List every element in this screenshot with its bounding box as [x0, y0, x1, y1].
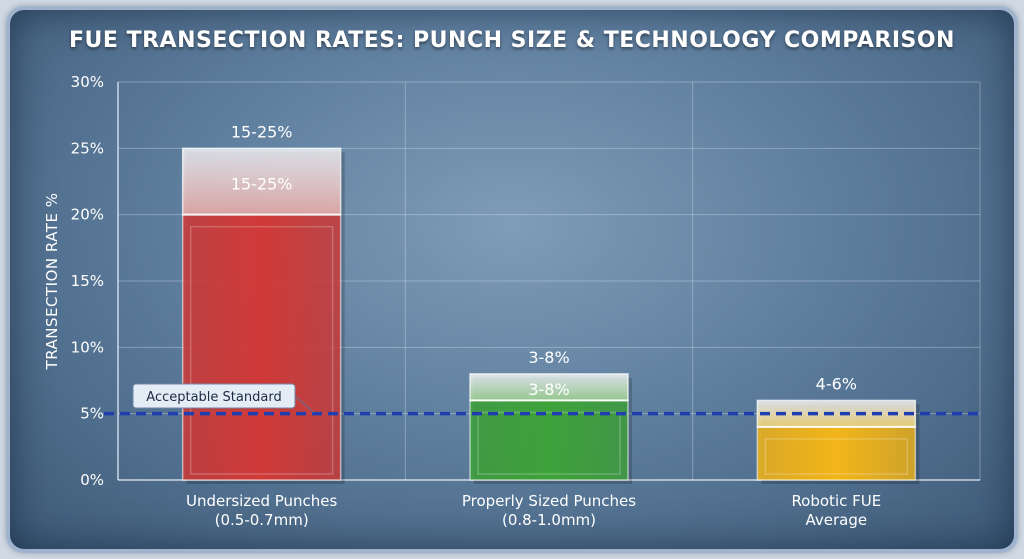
inner-data-label: 15-25%: [231, 175, 293, 194]
y-tick-label: 10%: [71, 338, 104, 356]
reference-label-box: [132, 383, 296, 409]
y-tick-label: 30%: [71, 73, 104, 91]
bar-bevel: [764, 438, 909, 475]
reference-label: Acceptable Standard: [146, 390, 281, 405]
y-tick-label: 25%: [71, 139, 104, 157]
bar: [756, 426, 917, 481]
labels: 15-25% 15-25% Undersized Punches(0.5-0.7mm…: [186, 122, 881, 529]
y-tick-label: 5%: [80, 405, 104, 423]
y-tick-label: 0%: [80, 471, 104, 489]
y-tick-label: 15%: [71, 272, 104, 290]
data-label: 3-8%: [528, 348, 569, 367]
x-category-label: (0.8-1.0mm): [502, 511, 596, 529]
x-category-label: Undersized Punches: [186, 492, 338, 510]
bars: [181, 147, 920, 485]
inner-data-label: 3-8%: [528, 380, 569, 399]
x-category-label: Average: [806, 511, 868, 529]
bar: [181, 213, 342, 481]
reference-line-group: Acceptable Standard: [104, 383, 980, 416]
bar-range-segment: [181, 147, 342, 216]
y-tick-label: 20%: [71, 206, 104, 224]
data-label: 4-6%: [816, 374, 857, 393]
bar-bevel: [189, 225, 334, 475]
chart-title: FUE TRANSECTION RATES: PUNCH SIZE & TECH…: [69, 28, 955, 53]
callout-connector: [294, 395, 315, 414]
x-category-label: Robotic FUE: [791, 492, 881, 510]
data-label: 15-25%: [231, 122, 293, 141]
x-category-label: Properly Sized Punches: [462, 492, 636, 510]
x-category-label: (0.5-0.7mm): [215, 511, 309, 529]
y-axis-label: TRANSECTION RATE %: [43, 193, 61, 371]
bar-bevel: [477, 411, 621, 475]
